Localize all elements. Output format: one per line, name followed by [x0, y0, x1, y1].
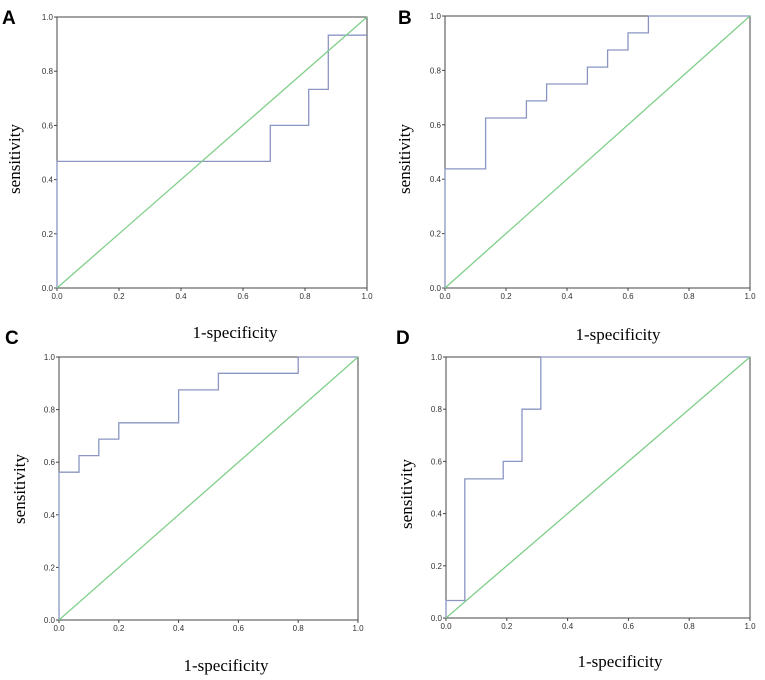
roc-panel-c: 0.0 0.2 0.4 0.6 0.8 1.0 0.0 0.2 0.4 0.6 0.8 1.0 C 1-s…: [5, 328, 364, 675]
roc-panel-a: 0.0 0.2 0.4 0.6 0.8 1.0 0.0 0.2 0.4 0.6 0.8 1.0 A 1-s…: [2, 8, 373, 342]
roc-curve-line: [58, 356, 358, 620]
y-tick-label: 0.4: [431, 510, 443, 519]
x-tick-label: 0.6: [623, 622, 635, 631]
x-axis-title: 1-specificity: [578, 652, 663, 671]
reference-diagonal-line: [445, 356, 751, 619]
x-tick-label: 1.0: [744, 292, 756, 301]
reference-diagonal-line: [56, 16, 368, 289]
y-tick-label: 0.8: [430, 66, 442, 75]
x-tick-label: 0.6: [237, 292, 249, 301]
y-tick-label: 0.4: [44, 511, 56, 520]
plot-frame: [444, 15, 751, 289]
x-tick-label: 1.0: [361, 292, 373, 301]
y-tick-label: 0.6: [42, 121, 54, 130]
y-tick-label: 0.4: [430, 175, 442, 184]
y-tick-label: 0.0: [431, 614, 443, 623]
x-tick-label: 0.2: [113, 624, 125, 633]
x-tick-label: 0.6: [622, 292, 634, 301]
y-tick-label: 0.8: [42, 67, 54, 76]
y-tick-label: 1.0: [44, 353, 56, 362]
reference-diagonal-line: [58, 356, 359, 621]
x-tick-label: 0.0: [53, 624, 65, 633]
y-tick-label: 0.8: [431, 405, 443, 414]
panel-letter-b: B: [398, 8, 412, 29]
y-axis-title: sensitivity: [395, 124, 414, 194]
y-tick-label: 0.6: [44, 458, 56, 467]
y-tick-label: 0.6: [430, 121, 442, 130]
roc-curve-line: [445, 356, 750, 618]
x-axis-title: 1-specificity: [576, 325, 661, 344]
x-tick-label: 0.4: [561, 292, 573, 301]
y-tick-label: 0.0: [44, 616, 56, 625]
y-tick-label: 0.0: [430, 284, 442, 293]
panel-letter-d: D: [396, 328, 410, 349]
x-tick-label: 0.0: [439, 292, 451, 301]
x-tick-label: 0.8: [683, 292, 695, 301]
roc-panel-b: 0.0 0.2 0.4 0.6 0.8 1.0 0.0 0.2 0.4 0.6 0.8 1.0 B 1-s…: [395, 8, 756, 344]
y-axis-title: sensitivity: [10, 454, 29, 524]
x-tick-label: 0.0: [440, 622, 452, 631]
x-tick-label: 0.4: [173, 624, 185, 633]
x-tick-label: 0.2: [501, 622, 513, 631]
roc-curve-line: [56, 34, 367, 288]
x-axis-title: 1-specificity: [184, 656, 269, 675]
x-tick-label: 0.2: [113, 292, 125, 301]
panel-letter-a: A: [2, 8, 16, 29]
roc-panel-d: 0.0 0.2 0.4 0.6 0.8 1.0 0.0 0.2 0.4 0.6 0.8 1.0 D 1-s…: [396, 328, 756, 671]
x-tick-label: 1.0: [744, 622, 756, 631]
y-axis-title: sensitivity: [5, 124, 24, 194]
y-tick-label: 1.0: [431, 353, 443, 362]
x-tick-label: 0.8: [293, 624, 305, 633]
y-axis-title: sensitivity: [397, 459, 416, 529]
y-tick-label: 0.6: [431, 457, 443, 466]
y-tick-label: 1.0: [42, 13, 54, 22]
x-tick-label: 0.4: [562, 622, 574, 631]
x-tick-label: 0.4: [175, 292, 187, 301]
y-tick-label: 0.8: [44, 406, 56, 415]
y-tick-label: 0.2: [44, 563, 56, 572]
y-tick-label: 0.2: [42, 230, 54, 239]
x-axis-title: 1-specificity: [193, 323, 278, 342]
x-tick-label: 0.8: [684, 622, 696, 631]
y-tick-label: 0.2: [430, 230, 442, 239]
roc-curve-line: [444, 15, 750, 288]
y-tick-label: 1.0: [430, 12, 442, 21]
reference-diagonal-line: [444, 15, 751, 289]
y-tick-label: 0.4: [42, 176, 54, 185]
x-tick-label: 0.2: [500, 292, 512, 301]
x-tick-label: 1.0: [352, 624, 364, 633]
y-tick-label: 0.0: [42, 284, 54, 293]
x-tick-label: 0.8: [299, 292, 311, 301]
panel-letter-c: C: [5, 328, 19, 349]
x-tick-label: 0.6: [233, 624, 245, 633]
plot-frame: [56, 16, 368, 289]
x-tick-label: 0.0: [51, 292, 63, 301]
y-tick-label: 0.2: [431, 562, 443, 571]
